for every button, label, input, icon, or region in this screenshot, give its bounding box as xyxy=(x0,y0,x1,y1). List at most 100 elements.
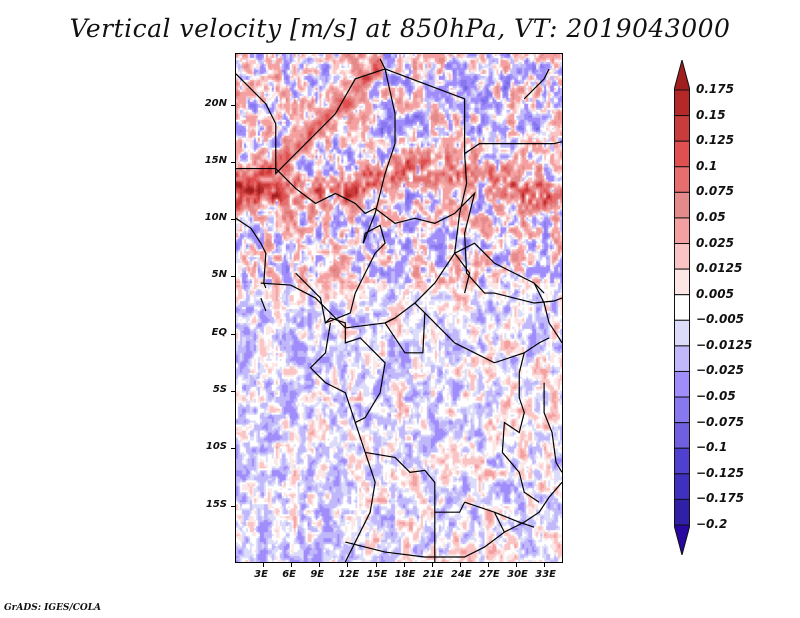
colorbar-bin xyxy=(674,294,690,321)
colorbar-level-label: −0.2 xyxy=(696,517,728,531)
colorbar-level-label: 0.1 xyxy=(696,158,718,173)
colorbar-bin xyxy=(674,345,690,372)
colorbar-bin xyxy=(674,243,690,270)
x-tick-label: 15E xyxy=(366,569,388,580)
vertical-velocity-field xyxy=(236,54,562,562)
y-tick xyxy=(231,391,235,393)
colorbar-bin xyxy=(674,115,690,142)
border-line xyxy=(325,317,386,393)
colorbar-level-label: 0.005 xyxy=(696,286,734,301)
x-tick-label: 33E xyxy=(535,569,556,580)
y-tick-label: 10N xyxy=(204,212,227,224)
border-line xyxy=(384,242,545,324)
colorbar-bin xyxy=(674,447,690,475)
x-tick xyxy=(544,563,546,567)
colorbar-level-label: −0.125 xyxy=(696,465,745,480)
y-tick xyxy=(231,161,235,163)
colorbar-level-label: −0.1 xyxy=(696,440,728,455)
x-tick xyxy=(375,563,377,567)
colorbar-bin xyxy=(674,473,690,500)
y-tick xyxy=(231,104,235,106)
y-tick xyxy=(231,448,235,450)
x-tick xyxy=(263,563,265,567)
x-tick xyxy=(403,563,405,567)
colorbar-bin xyxy=(674,268,690,296)
x-tick-label: 30E xyxy=(507,569,528,580)
y-tick xyxy=(231,333,235,335)
y-tick-label: EQ xyxy=(211,326,227,338)
border-line xyxy=(384,312,426,354)
colorbar-level-label: −0.075 xyxy=(696,414,745,429)
y-tick xyxy=(231,219,235,221)
y-tick-label: 15N xyxy=(204,154,227,166)
border-line xyxy=(362,68,396,244)
chart-title: Vertical velocity [m/s] at 850hPa, VT: 2… xyxy=(69,14,731,43)
colorbar-level-label: −0.025 xyxy=(696,363,745,378)
colorbar xyxy=(674,60,690,555)
border-line xyxy=(533,282,562,344)
border-line xyxy=(309,322,381,424)
x-tick-label: 27E xyxy=(479,569,500,580)
colorbar-level-label: 0.125 xyxy=(696,133,734,148)
colorbar-bin xyxy=(674,191,690,219)
colorbar-bin xyxy=(674,370,690,398)
border-line xyxy=(295,224,386,324)
border-line xyxy=(345,481,562,558)
border-line xyxy=(236,167,562,304)
colorbar-level-label: 0.15 xyxy=(696,107,726,122)
x-tick-label: 12E xyxy=(338,569,360,580)
colorbar-level-label: 0.075 xyxy=(696,184,734,199)
border-line xyxy=(523,68,550,100)
x-tick-label: 6E xyxy=(282,569,297,580)
border-line xyxy=(494,511,535,528)
credit-label: GrADS: IGES/COLA xyxy=(4,603,102,613)
x-tick-label: 18E xyxy=(394,569,416,580)
border-line xyxy=(260,297,267,312)
border-line xyxy=(501,452,540,503)
x-tick xyxy=(319,563,321,567)
colorbar-level-label: 0.175 xyxy=(696,82,734,96)
colorbar-bin xyxy=(674,166,690,193)
border-line xyxy=(236,217,267,289)
colorbar-extend-max xyxy=(674,60,690,91)
colorbar-level-label: −0.05 xyxy=(696,389,736,404)
x-tick xyxy=(291,563,293,567)
colorbar-extend-min xyxy=(674,524,690,555)
colorbar-level-label: 0.05 xyxy=(696,209,726,224)
country-borders xyxy=(236,58,562,562)
border-line xyxy=(344,422,376,562)
border-line xyxy=(365,451,466,513)
border-line xyxy=(464,501,505,533)
colorbar-level-label: 0.025 xyxy=(696,235,734,250)
colorbar-bin xyxy=(674,217,690,245)
y-tick xyxy=(231,505,235,507)
border-line xyxy=(384,68,562,155)
x-tick xyxy=(459,563,461,567)
colorbar-bin xyxy=(674,498,690,526)
x-tick-label: 21E xyxy=(422,569,444,580)
x-tick xyxy=(347,563,349,567)
colorbar-level-label: 0.0125 xyxy=(696,261,743,276)
x-tick-label: 24E xyxy=(450,569,472,580)
y-tick xyxy=(231,276,235,278)
border-line xyxy=(414,302,550,364)
border-line xyxy=(236,58,386,175)
border-line xyxy=(260,282,396,329)
y-tick-label: 10S xyxy=(205,441,227,453)
colorbar-bin xyxy=(674,140,690,168)
y-tick-label: 5S xyxy=(212,384,227,396)
y-tick-label: 15S xyxy=(205,498,227,510)
x-tick-label: 9E xyxy=(310,569,325,580)
colorbar-level-label: −0.005 xyxy=(696,312,745,327)
y-tick-label: 5N xyxy=(211,269,227,281)
x-tick xyxy=(516,563,518,567)
colorbar-level-label: −0.0125 xyxy=(696,337,753,352)
colorbar-bin xyxy=(674,89,690,117)
y-tick-label: 20N xyxy=(204,97,227,109)
x-tick-label: 3E xyxy=(254,569,268,580)
map-panel xyxy=(235,53,563,563)
colorbar-level-label: −0.175 xyxy=(696,491,745,506)
x-tick xyxy=(488,563,490,567)
border-line xyxy=(543,382,562,473)
colorbar-bin xyxy=(674,422,690,449)
